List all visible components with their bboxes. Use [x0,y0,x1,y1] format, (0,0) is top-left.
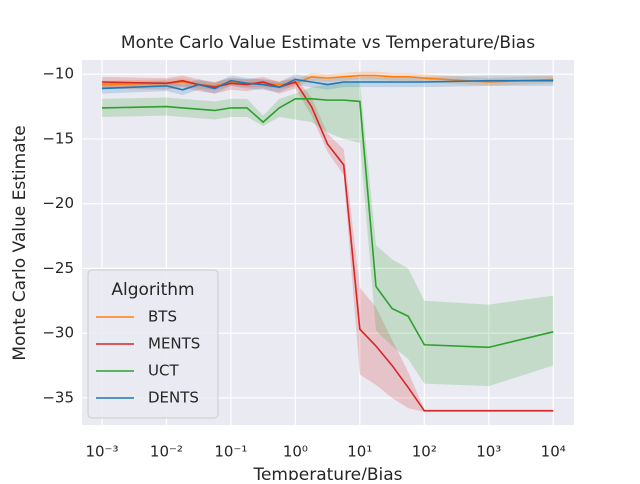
series-line [101,98,554,349]
x-tick-label: 10³ [476,443,501,461]
legend-label: DENTS [148,389,199,407]
x-tick-label: 10⁻² [150,443,183,461]
lines [101,74,554,412]
legend-label: UCT [148,362,179,380]
y-tick-label: −25 [42,259,74,277]
x-tick-label: 10¹ [347,443,372,461]
x-tick-label: 10⁰ [283,443,308,461]
x-tick-label: 10⁻¹ [214,443,247,461]
x-axis-label: Temperature/Bias [252,465,402,480]
y-tick-label: −20 [42,194,74,212]
y-tick-label: −35 [42,388,74,406]
confidence-band [101,80,554,387]
legend-title: Algorithm [111,280,194,300]
legend-box [87,269,219,419]
x-tick-label: 10⁴ [541,443,566,461]
y-axis-label: Monte Carlo Value Estimate [10,125,30,360]
x-tick-label: 10² [412,443,437,461]
chart-title: Monte Carlo Value Estimate vs Temperatur… [121,33,535,53]
axes: 10⁻³ 10⁻² 10⁻¹ 10⁰ 10¹ 10² 10³ 10⁴ −10 −15 −20 −25 −… [42,65,565,461]
x-tick-label: 10⁻³ [85,443,118,461]
legend: Algorithm BTS MENTS UCT DENTS [87,269,219,419]
series-line [101,78,554,91]
y-tick-label: −30 [42,324,74,342]
grid [82,60,574,425]
y-tick-label: −15 [42,129,74,147]
legend-label: MENTS [148,335,200,353]
y-tick-label: −10 [42,65,74,83]
legend-label: BTS [148,308,177,326]
